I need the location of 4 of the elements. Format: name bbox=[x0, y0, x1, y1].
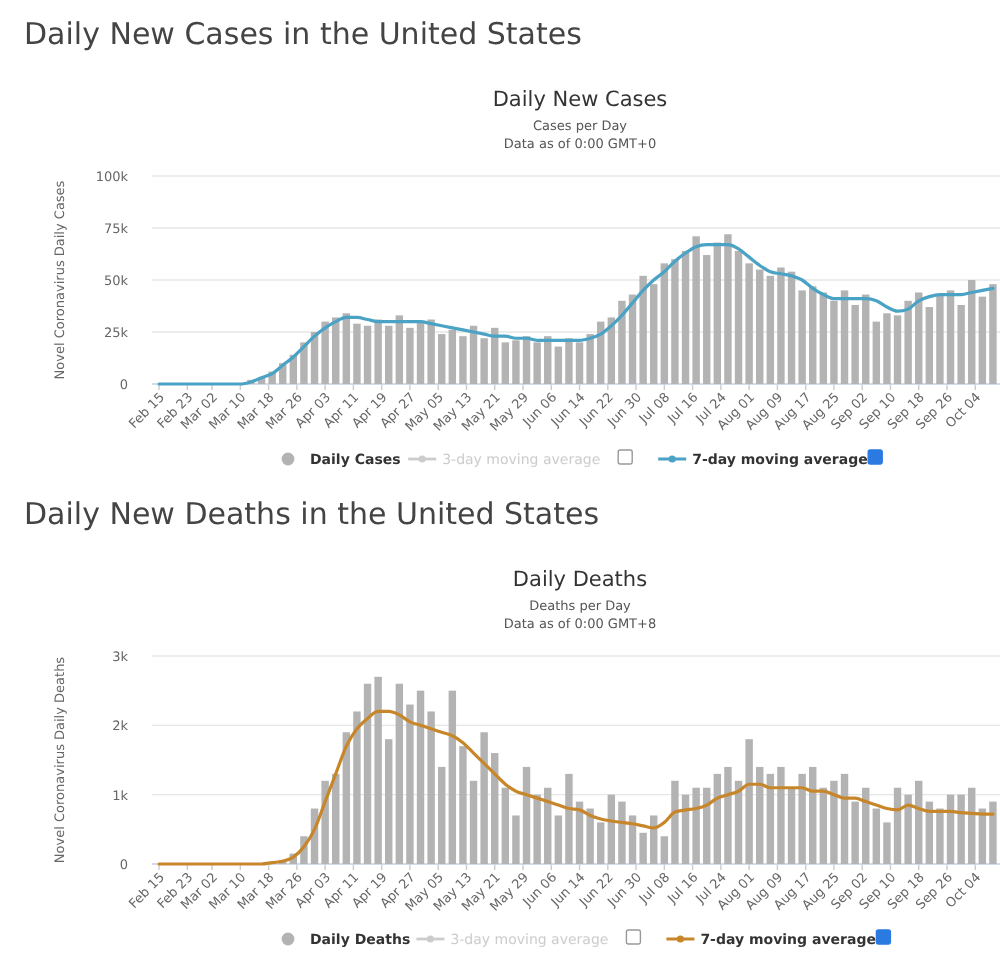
text: Daily New Cases in the United States bbox=[24, 16, 583, 52]
chart-title: Daily Deaths bbox=[512, 568, 648, 592]
text: Daily New Deaths in the United States bbox=[24, 496, 600, 532]
chart-title: Daily New Cases bbox=[492, 88, 668, 112]
